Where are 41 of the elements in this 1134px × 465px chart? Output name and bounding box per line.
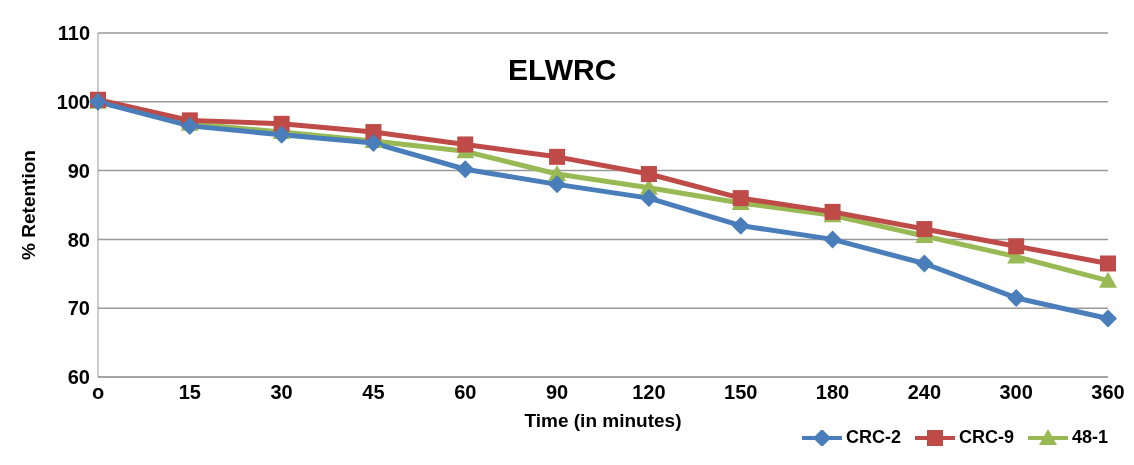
x-tick-label: 240 — [907, 381, 942, 404]
y-tick-label: 60 — [67, 366, 90, 389]
point — [272, 125, 291, 144]
x-tick-label: 30 — [270, 381, 293, 404]
x-tick-label: 90 — [545, 381, 569, 404]
y-tick-label: 70 — [67, 297, 90, 320]
x-tick-label: 120 — [632, 381, 666, 404]
point — [548, 175, 567, 194]
point — [1099, 309, 1117, 328]
point — [1099, 271, 1117, 288]
point — [639, 189, 658, 208]
legend-label: CRC-9 — [957, 427, 1014, 448]
x-axis-title: Time (in minutes) — [524, 410, 682, 431]
point — [1100, 255, 1116, 272]
point — [457, 136, 474, 153]
point — [915, 254, 934, 273]
y-axis-title: % Retention — [17, 150, 39, 260]
x-tick-label: 150 — [724, 381, 758, 404]
x-tick-label: 60 — [454, 381, 477, 404]
y-tick-label: 100 — [56, 90, 90, 113]
point — [916, 221, 933, 238]
y-tick-label: 90 — [67, 159, 90, 182]
text: ELWRC — [508, 53, 617, 87]
point — [640, 166, 657, 183]
x-tick-label: 300 — [999, 381, 1033, 404]
y-tick-label: 110 — [57, 22, 90, 45]
x-tick-label: 45 — [362, 381, 385, 404]
point — [823, 230, 842, 249]
point — [180, 116, 199, 135]
x-tick-label: 180 — [815, 381, 850, 404]
point — [549, 148, 566, 165]
point — [731, 216, 750, 235]
x-tick-label: 360 — [1091, 381, 1125, 404]
x-tick-label: 15 — [178, 381, 201, 404]
point — [456, 160, 475, 179]
point — [1007, 288, 1026, 307]
point — [1008, 238, 1025, 255]
legend-label: 48-1 — [1070, 427, 1108, 448]
y-tick-label: 80 — [67, 228, 90, 251]
legend-label: CRC-2 — [844, 427, 901, 448]
x-tick-label: o — [91, 381, 105, 404]
